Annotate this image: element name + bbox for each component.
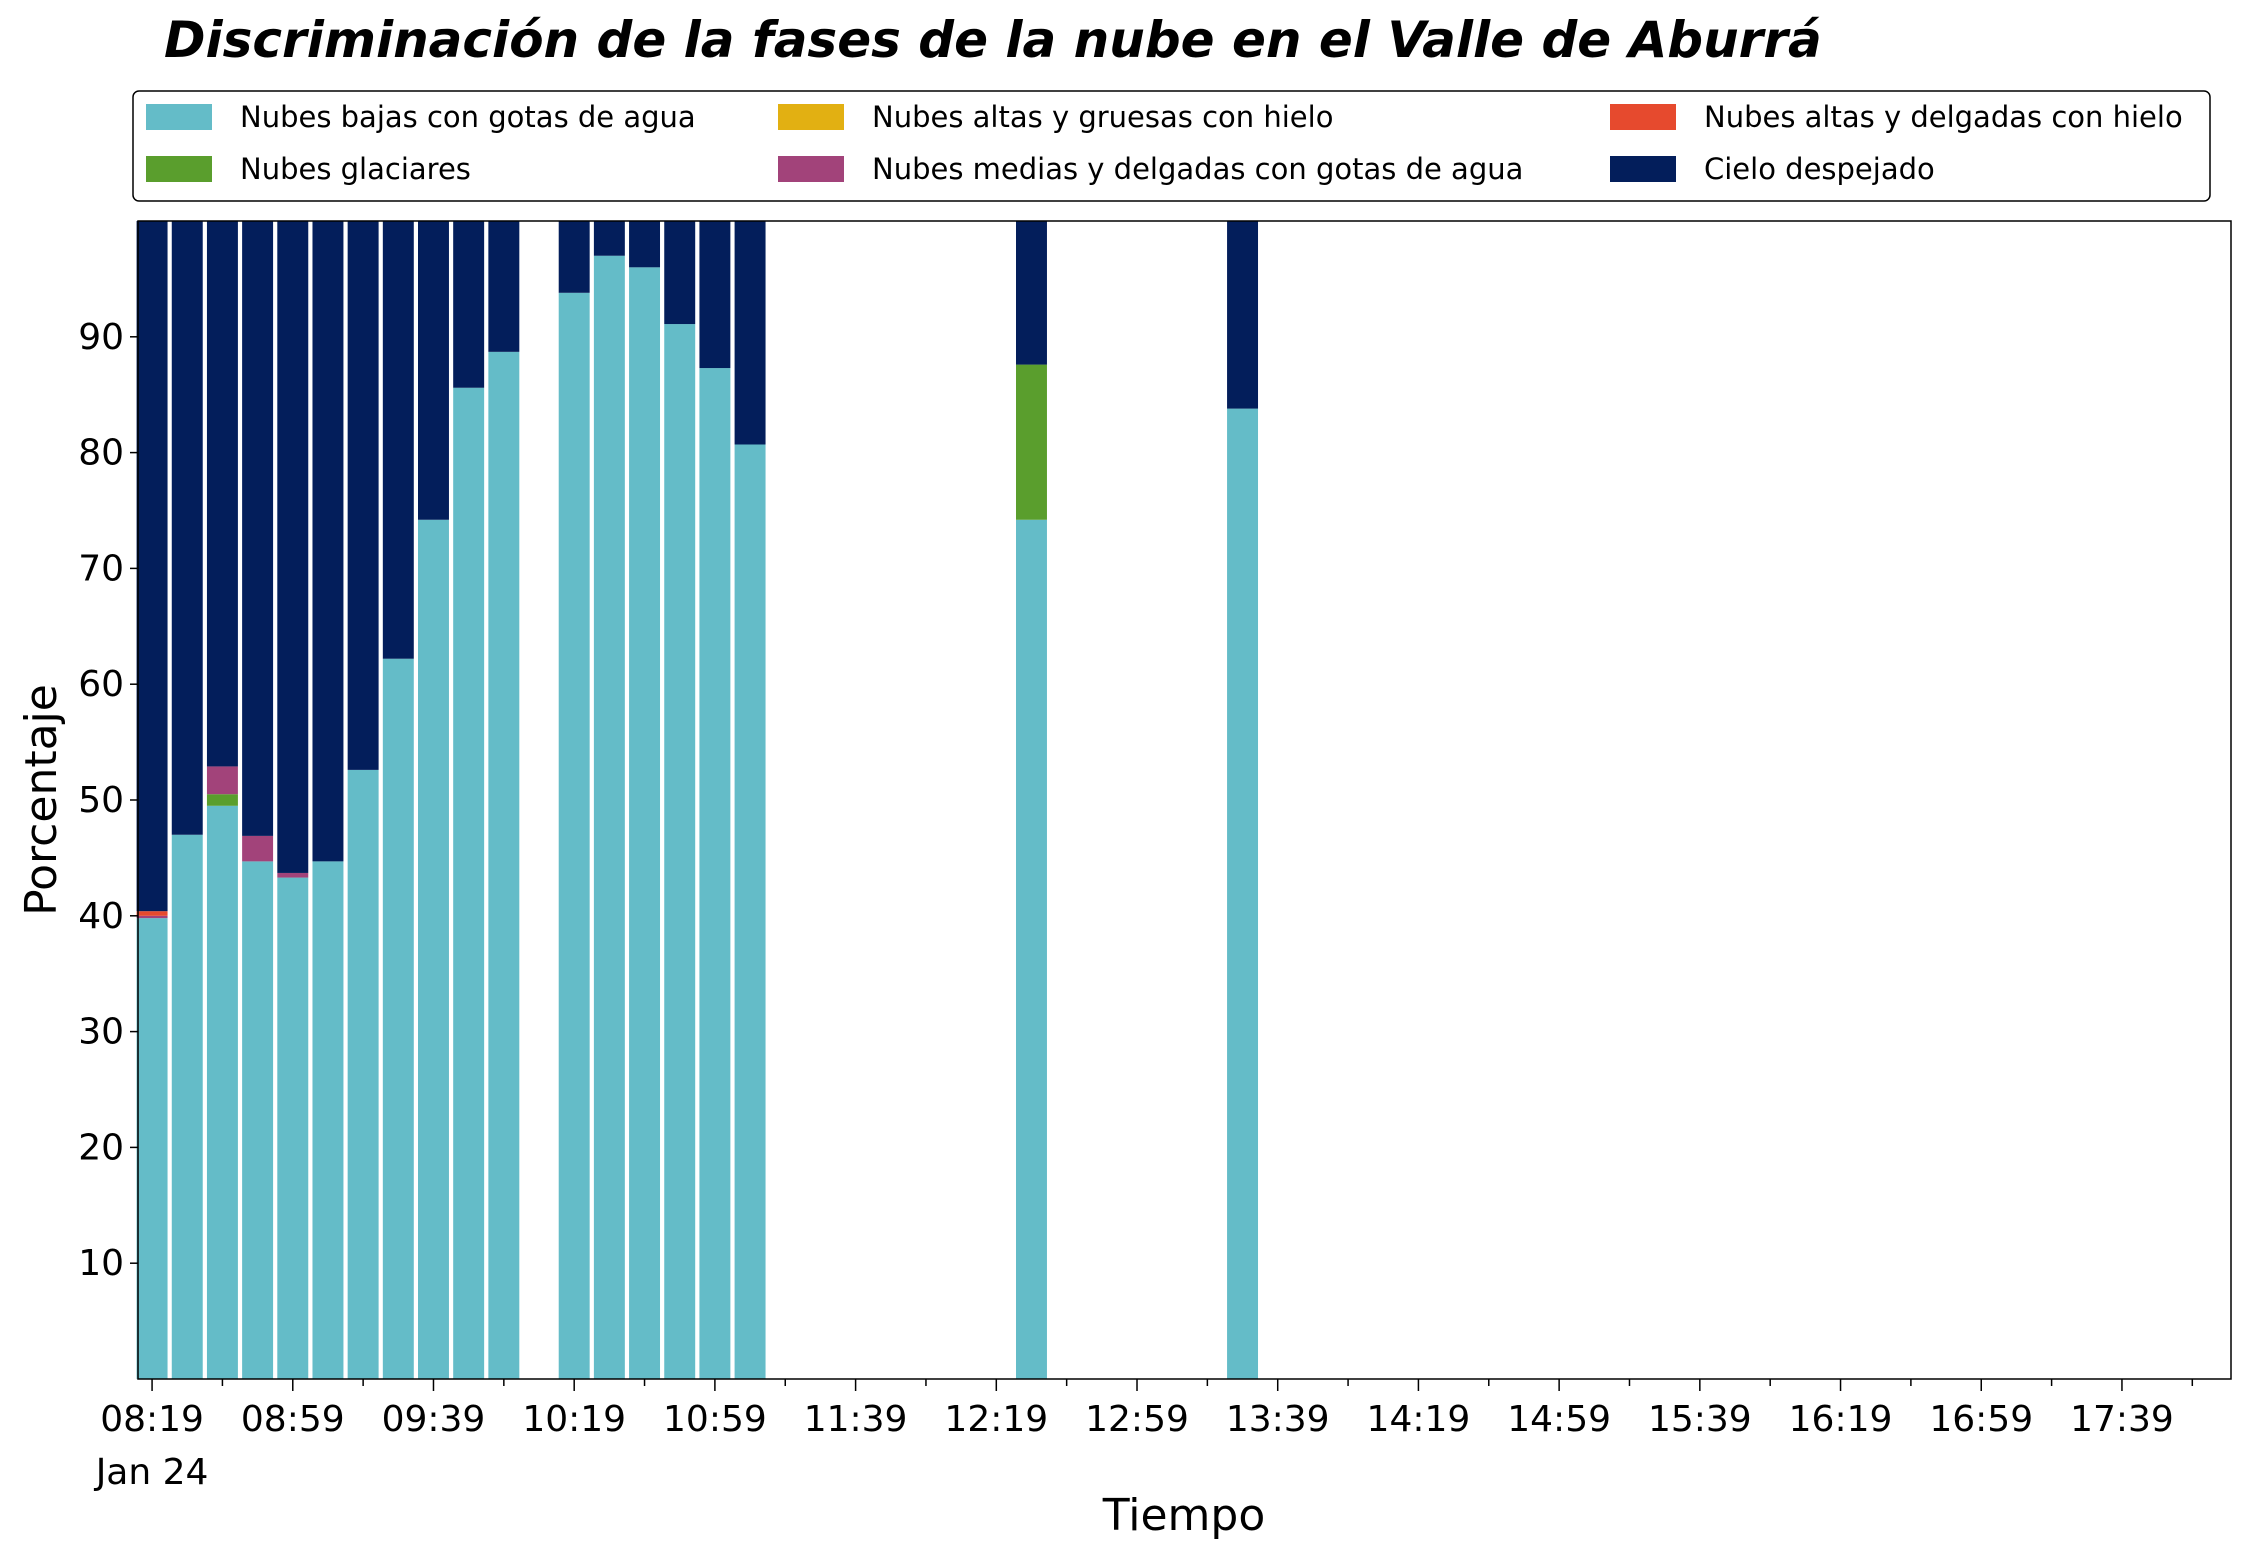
x-tick-label: 08:59 — [241, 1399, 345, 1440]
bar-segment-5-15 — [699, 221, 731, 369]
legend-swatch — [1610, 156, 1676, 182]
bar-segment-5-10 — [488, 221, 520, 352]
legend-swatch — [778, 156, 844, 182]
bar-segment-0-1 — [171, 834, 203, 1379]
legend-label: Nubes altas y delgadas con hielo — [1704, 100, 2183, 134]
bar-segment-0-16 — [734, 444, 766, 1379]
bar-segment-5-4 — [277, 221, 309, 873]
bar-segment-0-4 — [277, 877, 309, 1379]
x-date-label: Jan 24 — [94, 1452, 209, 1493]
x-tick-label: 14:19 — [1367, 1399, 1471, 1440]
y-tick-label: 30 — [78, 1012, 124, 1053]
bar-segment-0-3 — [242, 861, 274, 1379]
bar-segment-3-4 — [277, 872, 309, 878]
bar-segment-5-0 — [136, 221, 168, 912]
bar-segment-0-14 — [664, 324, 696, 1379]
bar-segment-5-3 — [242, 221, 274, 836]
x-tick-label: 15:39 — [1648, 1399, 1752, 1440]
y-tick-label: 10 — [78, 1243, 124, 1284]
bar-segment-0-5 — [312, 861, 344, 1379]
bar-segment-5-9 — [453, 221, 485, 388]
bar-segment-3-3 — [242, 835, 274, 862]
y-tick-label: 20 — [78, 1127, 124, 1168]
bar-segment-0-15 — [699, 368, 731, 1379]
legend-label: Nubes medias y delgadas con gotas de agu… — [872, 152, 1523, 186]
bar-segment-5-17 — [1016, 221, 1047, 365]
x-tick-label: 16:19 — [1789, 1399, 1893, 1440]
bar-segment-5-11 — [558, 221, 590, 293]
legend-label: Nubes altas y gruesas con hielo — [872, 100, 1333, 134]
y-axis-title: Porcentaje — [16, 684, 67, 916]
x-tick-label: 12:19 — [944, 1399, 1048, 1440]
bar-segment-5-14 — [664, 221, 696, 325]
bar-segment-0-0 — [136, 918, 168, 1379]
bar-segment-5-8 — [418, 221, 449, 520]
legend-swatch — [146, 104, 212, 130]
x-tick-label: 10:19 — [522, 1399, 626, 1440]
x-tick-label: 17:39 — [2070, 1399, 2174, 1440]
y-tick-label: 80 — [78, 433, 124, 474]
y-axis: 10 20 30 40 50 60 70 80 90 — [78, 317, 138, 1284]
bar-segment-0-8 — [418, 519, 449, 1379]
bar-segment-5-13 — [629, 221, 661, 268]
bar-segment-5-12 — [593, 221, 625, 256]
plot-area: 10 20 30 40 50 60 70 80 90 08:19 Jan 24 08:59 09:39… — [78, 220, 2232, 1493]
x-tick-label: 10:59 — [663, 1399, 767, 1440]
x-tick-label: 09:39 — [382, 1399, 486, 1440]
legend-swatch — [146, 156, 212, 182]
bar-segment-5-2 — [206, 221, 238, 767]
x-tick-label: 12:59 — [1085, 1399, 1189, 1440]
bar-segment-1-2 — [206, 794, 238, 806]
legend: Nubes bajas con gotas de agua Nubes glaci… — [132, 90, 2211, 202]
bar-segment-0-10 — [488, 351, 520, 1380]
bar-segment-1-17 — [1016, 364, 1047, 520]
bar-segment-0-12 — [593, 255, 625, 1380]
y-tick-label: 60 — [78, 664, 124, 705]
bars — [136, 221, 1259, 1380]
bar-segment-3-0 — [136, 915, 168, 919]
x-tick-label: 14:59 — [1507, 1399, 1611, 1440]
legend-swatch — [1610, 104, 1676, 130]
bar-segment-5-6 — [347, 221, 379, 770]
bar-segment-5-1 — [171, 221, 203, 835]
legend-label: Cielo despejado — [1704, 152, 1935, 186]
x-tick-label: 11:39 — [804, 1399, 908, 1440]
bar-segment-0-7 — [382, 658, 414, 1379]
plot-frame — [137, 220, 2232, 1380]
bar-segment-5-7 — [382, 221, 414, 659]
legend-swatch — [778, 104, 844, 130]
x-axis-title: Tiempo — [1102, 1490, 1266, 1541]
x-tick-label: 16:59 — [1929, 1399, 2033, 1440]
x-tick-label: 13:39 — [1226, 1399, 1330, 1440]
bar-segment-0-6 — [347, 769, 379, 1379]
bar-segment-0-18 — [1227, 408, 1259, 1380]
bar-segment-5-18 — [1227, 221, 1259, 409]
y-tick-label: 50 — [78, 780, 124, 821]
legend-label: Nubes bajas con gotas de agua — [240, 100, 696, 134]
bar-segment-4-0 — [136, 911, 168, 916]
bar-segment-0-17 — [1016, 519, 1047, 1379]
bar-segment-0-13 — [629, 267, 661, 1379]
y-tick-label: 40 — [78, 896, 124, 937]
y-tick-label: 70 — [78, 548, 124, 589]
x-axis: 08:19 Jan 24 08:59 09:39 10:19 10:59 11:39 12:1… — [94, 1379, 2194, 1493]
bar-segment-0-9 — [453, 387, 485, 1379]
bar-segment-5-5 — [312, 221, 344, 862]
x-tick-label: 08:19 — [100, 1399, 204, 1440]
y-tick-label: 90 — [78, 317, 124, 358]
bar-segment-0-11 — [558, 292, 590, 1379]
chart-title: Discriminación de la fases de la nube en… — [164, 11, 1822, 69]
bar-segment-3-2 — [206, 766, 238, 795]
legend-frame — [132, 90, 2211, 202]
bar-segment-0-2 — [206, 805, 238, 1379]
bar-segment-5-16 — [734, 221, 766, 445]
legend-label: Nubes glaciares — [240, 152, 471, 186]
